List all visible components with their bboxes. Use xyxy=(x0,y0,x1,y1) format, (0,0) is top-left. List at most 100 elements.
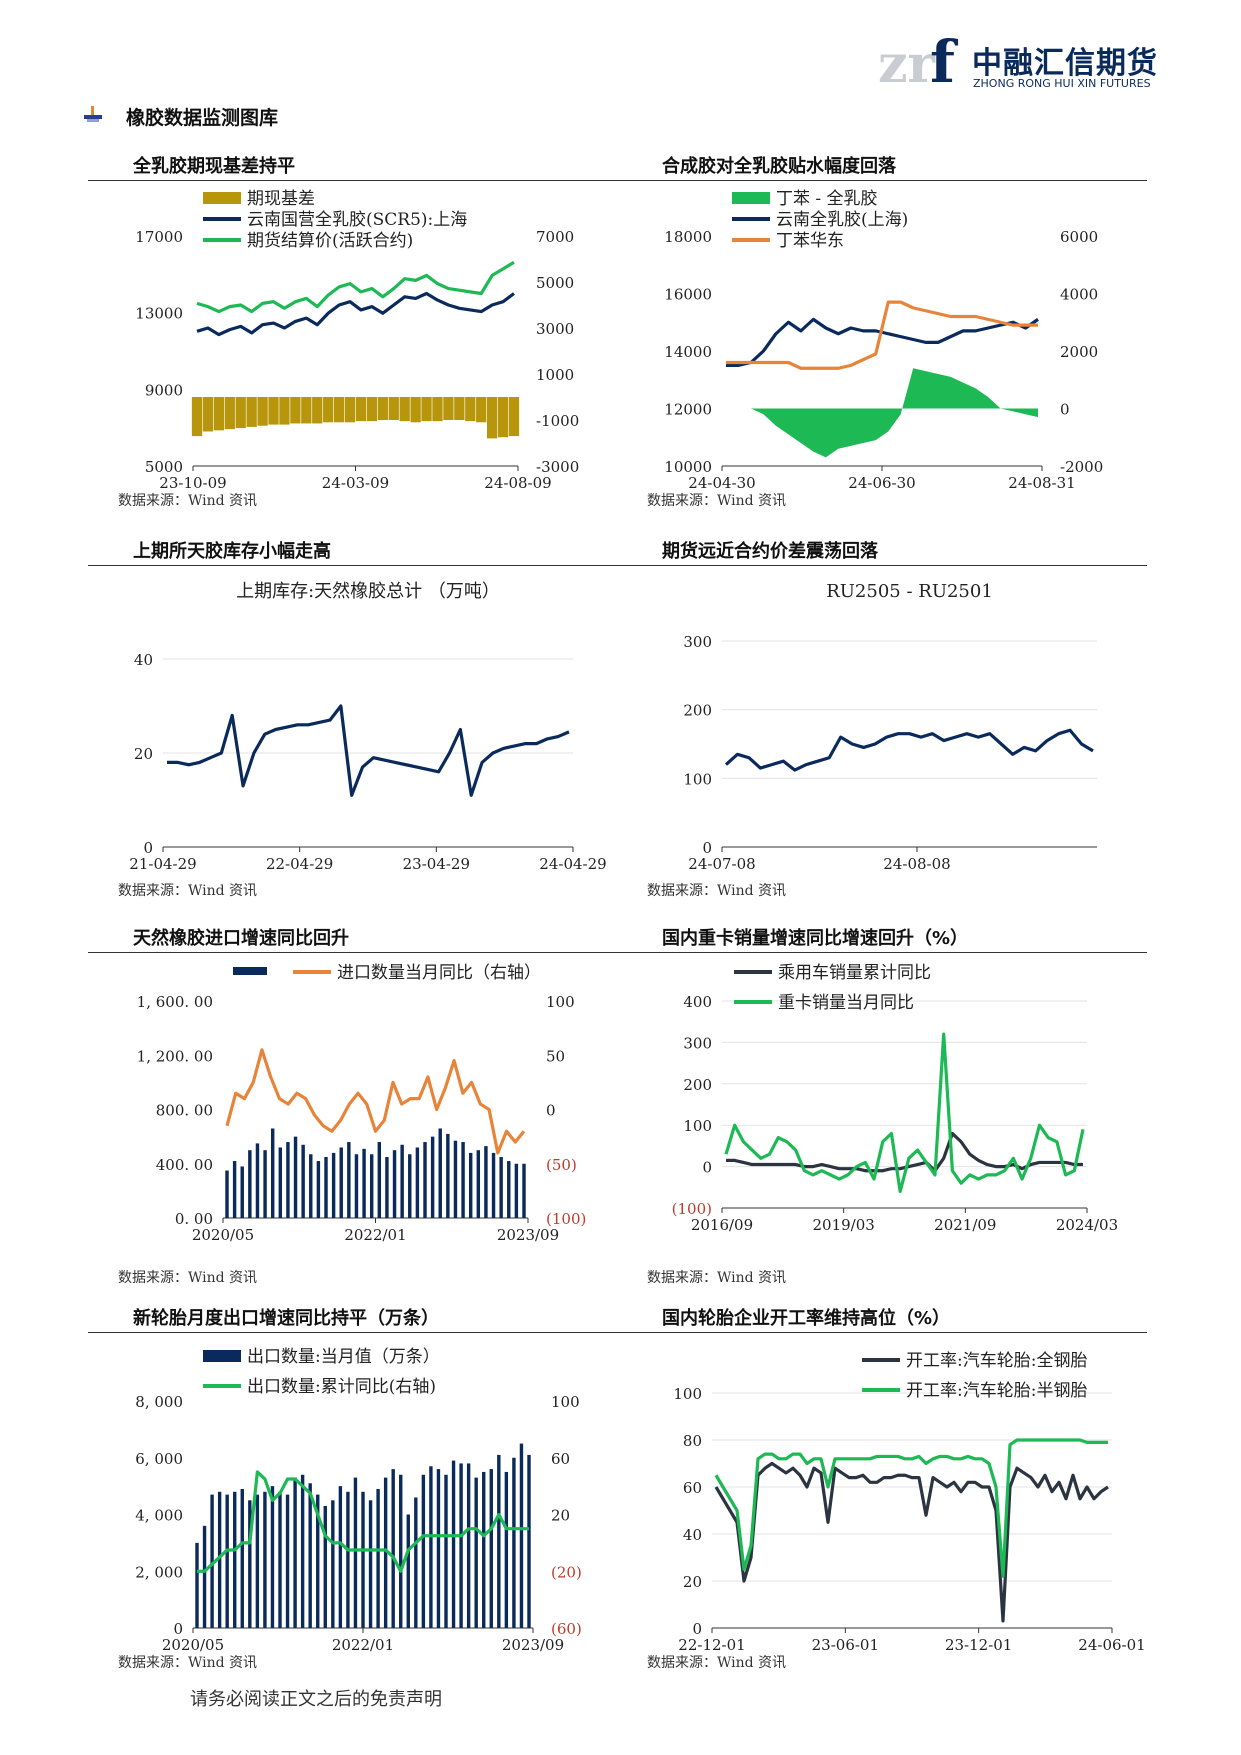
bar xyxy=(213,397,225,431)
chart-title-rule xyxy=(617,1332,1147,1333)
bar xyxy=(497,397,509,438)
legend-label: 期货结算价(活跃合约) xyxy=(247,231,413,251)
y-tick-label: 14000 xyxy=(664,343,712,361)
x-tick-label: 2019/03 xyxy=(813,1216,875,1234)
bar xyxy=(309,1154,313,1218)
line-series xyxy=(714,1461,1109,1623)
chart-svg: 5000 9000 13000 17000 -3000 -1000 1000 3000 5000… xyxy=(135,189,579,492)
bar xyxy=(474,1477,478,1628)
bar xyxy=(257,397,268,426)
bar xyxy=(300,1474,305,1628)
bar xyxy=(446,1133,450,1218)
bar xyxy=(323,397,334,423)
bar xyxy=(512,1457,516,1628)
bar xyxy=(368,1500,373,1628)
bar xyxy=(444,1474,448,1628)
bar xyxy=(344,397,356,423)
y-tick-label: 2, 000 xyxy=(135,1563,183,1581)
bar xyxy=(270,1486,275,1628)
legend-swatch xyxy=(203,1350,241,1362)
y-tick-label: 16000 xyxy=(664,286,712,304)
x-tick-label: 23-12-01 xyxy=(945,1636,1012,1654)
line-series xyxy=(724,1032,1085,1194)
y-tick-label: 60 xyxy=(683,1479,702,1497)
section-title: 橡胶数据监测图库 xyxy=(126,107,279,129)
legend-label: 丁苯华东 xyxy=(776,231,844,251)
line-series xyxy=(196,260,515,314)
line-series xyxy=(225,1048,526,1155)
x-tick-label: 2024/03 xyxy=(1056,1216,1118,1234)
y-tick-label: 0. 00 xyxy=(175,1210,213,1228)
bar xyxy=(255,1494,260,1628)
legend-label: 开工率:汽车轮胎:全钢胎 xyxy=(906,1351,1087,1371)
legend-label: 云南国营全乳胶(SCR5):上海 xyxy=(247,210,467,230)
y-tick-label: 200 xyxy=(683,1076,712,1094)
y-tick-label: 18000 xyxy=(664,228,712,246)
chart-source: 数据来源：Wind 资讯 xyxy=(647,493,787,509)
bar xyxy=(414,1497,418,1628)
bar xyxy=(438,1128,442,1218)
y2-tick-label: 7000 xyxy=(536,228,574,246)
y2-tick-label: 6000 xyxy=(1060,228,1098,246)
bar xyxy=(369,1154,374,1218)
line-series xyxy=(196,291,515,337)
bar xyxy=(484,1146,488,1218)
bar xyxy=(210,1494,214,1628)
bar xyxy=(246,397,257,427)
bar xyxy=(399,397,410,422)
y2-tick-label: 3000 xyxy=(536,320,574,338)
bar xyxy=(421,397,432,422)
x-tick-label: 24-06-30 xyxy=(848,474,915,492)
bar xyxy=(504,1471,509,1628)
bar xyxy=(465,397,476,422)
x-tick-label: 2022/01 xyxy=(332,1636,394,1654)
legend-label: 丁苯 - 全乳胶 xyxy=(776,189,878,209)
legend-label: 乘用车销量累计同比 xyxy=(778,963,931,983)
y2-tick-label: 0 xyxy=(1060,401,1070,419)
x-tick-label: 24-03-09 xyxy=(322,474,389,492)
y-tick-label: 1, 200. 00 xyxy=(137,1047,213,1065)
bar xyxy=(248,1500,252,1628)
svg-text:f: f xyxy=(930,30,959,88)
y-tick-label: 0 xyxy=(702,1159,712,1177)
bar xyxy=(507,1161,511,1218)
logo-mark: zr f xyxy=(878,28,968,96)
legend-label: 出口数量:当月值（万条） xyxy=(247,1347,440,1367)
y-tick-label: 400. 00 xyxy=(156,1156,213,1174)
x-tick-label: 2016/09 xyxy=(691,1216,753,1234)
legend-label: 重卡销量当月同比 xyxy=(778,993,914,1013)
bar xyxy=(263,1150,267,1218)
bar xyxy=(347,1142,351,1218)
bar xyxy=(301,397,312,424)
bar xyxy=(423,1142,427,1218)
bar xyxy=(308,1483,312,1628)
bar xyxy=(278,1147,283,1218)
y-tick-label: 5000 xyxy=(145,458,183,476)
bar xyxy=(399,1474,403,1628)
bar xyxy=(333,397,345,423)
chart-title: 新轮胎月度出口增速同比持平（万条） xyxy=(133,1308,439,1329)
y-tick-label: 0 xyxy=(143,839,153,857)
chart-title: 期货远近合约价差震荡回落 xyxy=(662,541,878,562)
bar xyxy=(240,1166,244,1218)
y-tick-label: 300 xyxy=(683,1034,712,1052)
bar xyxy=(331,1500,335,1628)
bar xyxy=(202,397,214,432)
bar xyxy=(323,1505,327,1628)
line-series xyxy=(714,1438,1108,1578)
chart-svg: 10000 12000 14000 16000 18000 -2000 0 2000 4000 6… xyxy=(664,189,1103,492)
bar xyxy=(408,1154,412,1218)
chart-title-rule xyxy=(617,565,1147,566)
bar xyxy=(286,1142,290,1218)
chart-svg: RU2505 - RU2501 0 100 200 300 24-07-08 24-08-0… xyxy=(683,581,1097,873)
bar xyxy=(522,1163,526,1218)
chart-svg: 0. 00 400. 00 800. 00 1, 200. 00 1, 600. 00 (… xyxy=(137,963,587,1244)
bar xyxy=(466,1463,471,1628)
bar xyxy=(279,397,290,425)
bar xyxy=(312,397,323,424)
line-series xyxy=(167,704,570,797)
bar xyxy=(499,1156,503,1218)
x-tick-label: 2020/05 xyxy=(192,1226,254,1244)
bar xyxy=(316,1494,320,1628)
chart-title: 全乳胶期现基差持平 xyxy=(133,156,295,177)
